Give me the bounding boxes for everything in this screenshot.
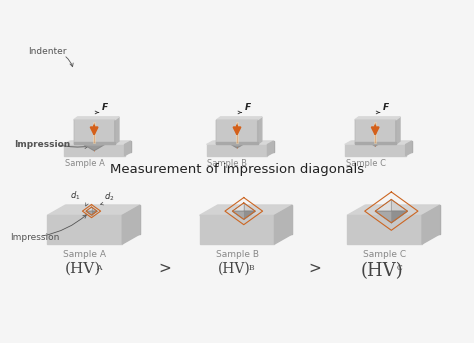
Polygon shape (207, 144, 267, 156)
Polygon shape (217, 205, 292, 234)
Text: (HV): (HV) (219, 262, 251, 275)
Polygon shape (47, 205, 140, 215)
Polygon shape (217, 120, 257, 144)
Polygon shape (345, 141, 412, 144)
Polygon shape (115, 117, 119, 144)
Text: $d_2$: $d_2$ (104, 190, 114, 203)
Polygon shape (345, 144, 406, 156)
Polygon shape (47, 215, 122, 244)
Text: Sample C: Sample C (363, 250, 406, 259)
Polygon shape (70, 141, 131, 152)
Polygon shape (274, 205, 292, 244)
Polygon shape (86, 211, 91, 215)
Polygon shape (355, 120, 396, 144)
Text: Sample A: Sample A (63, 250, 106, 259)
Polygon shape (122, 205, 140, 244)
Text: $d_1$: $d_1$ (70, 189, 80, 202)
Polygon shape (267, 141, 273, 156)
Polygon shape (232, 203, 244, 211)
Polygon shape (355, 117, 400, 120)
Polygon shape (365, 205, 440, 234)
Polygon shape (64, 144, 125, 156)
Text: >: > (158, 260, 171, 275)
Polygon shape (207, 141, 273, 144)
Polygon shape (200, 205, 292, 215)
Text: F: F (245, 103, 251, 112)
Polygon shape (84, 144, 104, 151)
Polygon shape (64, 141, 131, 144)
Text: F: F (383, 103, 389, 112)
Text: F: F (102, 103, 108, 112)
Polygon shape (200, 215, 274, 244)
Polygon shape (73, 117, 119, 120)
Polygon shape (91, 207, 97, 211)
Text: >: > (308, 260, 321, 275)
Polygon shape (406, 141, 412, 156)
Polygon shape (347, 205, 440, 215)
Bar (73, 120, 115, 144)
Text: Impression: Impression (10, 233, 59, 242)
Polygon shape (392, 200, 408, 211)
Polygon shape (231, 144, 243, 148)
Polygon shape (375, 211, 392, 223)
Polygon shape (73, 120, 115, 144)
Text: Measurement of impression diagonals: Measurement of impression diagonals (110, 163, 364, 176)
Polygon shape (422, 205, 440, 244)
Text: C: C (396, 264, 402, 272)
Polygon shape (244, 203, 255, 211)
Bar (217, 120, 257, 144)
Text: Impression: Impression (15, 140, 71, 149)
Polygon shape (65, 205, 140, 234)
Polygon shape (244, 211, 255, 219)
Text: Sample C: Sample C (346, 159, 386, 168)
Polygon shape (232, 211, 244, 219)
Text: A: A (97, 264, 102, 272)
Polygon shape (396, 117, 400, 144)
Polygon shape (351, 141, 412, 152)
Polygon shape (347, 215, 422, 244)
Text: (HV): (HV) (64, 262, 100, 275)
Bar (355, 120, 396, 144)
Polygon shape (217, 142, 257, 144)
Polygon shape (73, 142, 115, 144)
Polygon shape (373, 144, 378, 146)
Text: Indenter: Indenter (28, 47, 67, 56)
Polygon shape (217, 117, 262, 120)
Polygon shape (375, 200, 392, 211)
Text: (HV): (HV) (361, 262, 403, 280)
Text: Sample B: Sample B (216, 250, 258, 259)
Polygon shape (125, 141, 131, 156)
Polygon shape (355, 142, 396, 144)
Polygon shape (91, 211, 97, 215)
Text: B: B (249, 264, 255, 272)
Polygon shape (86, 207, 91, 211)
Text: Sample A: Sample A (64, 159, 104, 168)
Text: Sample B: Sample B (208, 159, 247, 168)
Polygon shape (213, 141, 273, 152)
Polygon shape (392, 211, 408, 223)
Polygon shape (257, 117, 262, 144)
